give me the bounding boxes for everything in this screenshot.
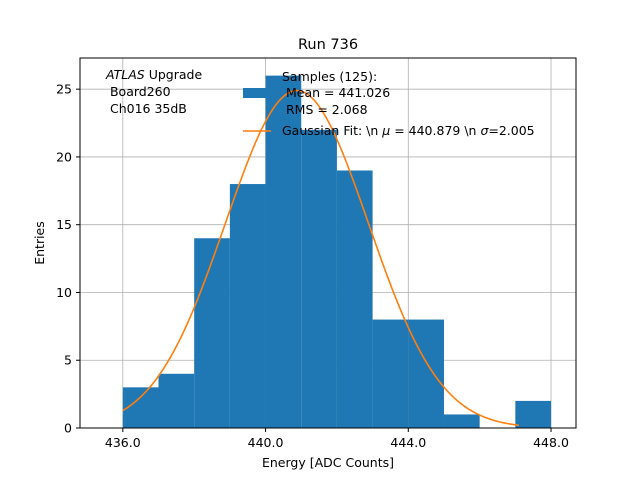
legend-fit-part-1: Gaussian Fit: \n	[282, 123, 382, 138]
legend-histogram-label-line-1: Samples (125):	[282, 69, 377, 84]
gaussian-fit-curve	[122, 89, 520, 427]
histogram-bar-4	[265, 75, 302, 428]
y-axis-label: Entries	[32, 221, 47, 265]
histogram-bar-6	[336, 170, 373, 428]
y-tick-label-5: 25	[56, 82, 72, 97]
histogram-bars	[122, 75, 552, 429]
x-tick-label-0: 436.0	[105, 435, 141, 450]
legend-fit-part-3: =2.005	[488, 123, 534, 138]
histogram-bar-8	[408, 319, 444, 428]
y-tick-label-3: 15	[56, 217, 72, 232]
x-tick-label-3: 448.0	[533, 435, 569, 450]
histogram-bar-1	[158, 373, 195, 428]
y-tick-label-1: 5	[64, 353, 72, 368]
axis-ticks: 436.0 440.0 444.0 448.0 0 5 10 15 20 25	[56, 82, 569, 450]
legend-fit-part-2: = 440.879 \n	[390, 123, 480, 138]
y-tick-label-2: 10	[56, 285, 72, 300]
y-tick-label-0: 0	[64, 421, 72, 436]
atlas-annotation: ATLAS Upgrade Board260 Ch016 35dB	[105, 67, 202, 116]
y-tick-label-4: 20	[56, 149, 72, 164]
histogram-bar-3	[229, 184, 266, 428]
histogram-bar-5	[301, 129, 337, 429]
legend-fit-mu: μ	[381, 123, 390, 138]
annotation-line-2: Board260	[106, 84, 171, 99]
histogram-bar-9	[443, 414, 480, 428]
legend: Samples (125): Mean = 441.026 RMS = 2.06…	[243, 69, 535, 138]
legend-fit-label: Gaussian Fit: \n μ = 440.879 \n σ=2.005	[282, 123, 535, 138]
histogram-bar-11	[515, 400, 552, 428]
plot-frame	[79, 57, 577, 429]
x-axis-label: Energy [ADC Counts]	[262, 455, 394, 470]
x-tick-label-1: 440.0	[248, 435, 284, 450]
legend-histogram-label-line-3: RMS = 2.068	[282, 102, 368, 117]
annotation-atlas: ATLAS	[105, 67, 145, 82]
annotation-line-1: ATLAS Upgrade	[105, 67, 202, 82]
annotation-upgrade: Upgrade	[145, 67, 203, 82]
annotation-line-3: Ch016 35dB	[106, 101, 187, 116]
histogram-bar-0	[122, 387, 159, 428]
histogram-bar-7	[372, 319, 409, 428]
legend-histogram-swatch	[243, 88, 271, 98]
histogram-bar-2	[194, 238, 230, 428]
legend-fit-sigma: σ	[480, 123, 489, 138]
x-tick-label-2: 444.0	[390, 435, 426, 450]
chart-title: Run 736	[298, 37, 358, 53]
legend-histogram-label-line-2: Mean = 441.026	[282, 85, 390, 100]
